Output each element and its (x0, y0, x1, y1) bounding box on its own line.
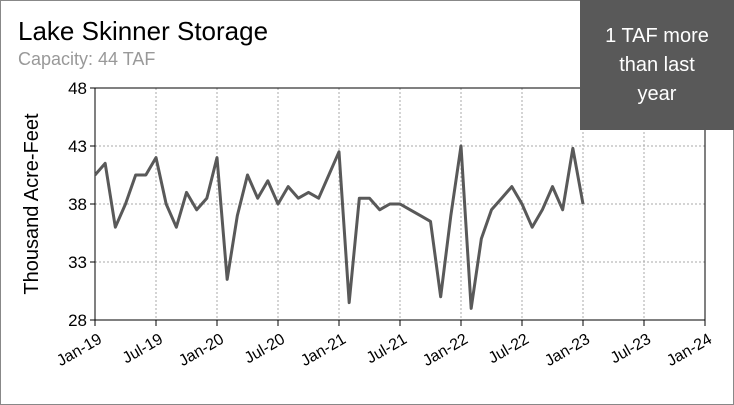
y-tick-label: 33 (68, 253, 87, 272)
plot-border (94, 87, 706, 321)
annotation: 1 TAF more than last year (580, 0, 734, 130)
y-axis-label: Thousand Acre-Feet (21, 113, 43, 295)
chart-title: Lake Skinner Storage (18, 16, 268, 46)
chart-subtitle: Capacity: 44 TAF (18, 49, 155, 69)
data-line (93, 144, 585, 310)
y-tick-label: 43 (68, 137, 87, 156)
y-tick-label: 38 (68, 195, 87, 214)
y-tick-label: 48 (68, 79, 87, 98)
y-tick-label: 28 (68, 311, 87, 330)
